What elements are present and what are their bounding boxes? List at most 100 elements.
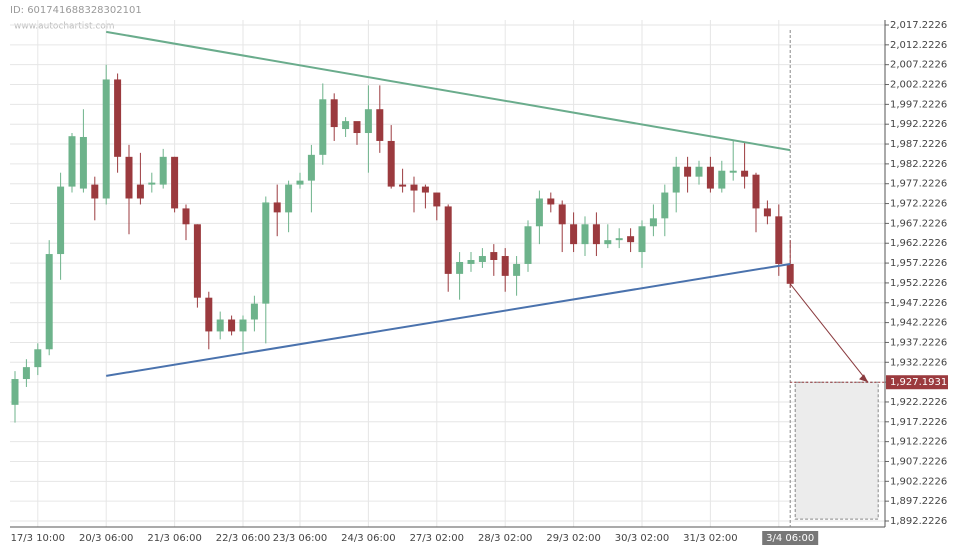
arrow-head (859, 374, 868, 383)
y-tick-label: 1,952.2226 (890, 278, 947, 289)
y-tick-label: 1,907.2226 (890, 456, 947, 467)
candle-body (239, 319, 247, 332)
y-tick-label: 1,892.2226 (890, 516, 947, 527)
candle-body (775, 216, 783, 264)
y-tick-label: 1,932.2226 (890, 357, 947, 368)
candle-body (216, 319, 224, 332)
y-tick-label: 1,917.2226 (890, 417, 947, 428)
candle-body (376, 109, 384, 141)
y-tick-label: 1,902.2226 (890, 476, 947, 487)
candle-body (319, 99, 327, 155)
forecast-box (794, 381, 879, 520)
candle-body (604, 240, 612, 245)
candle-body (136, 184, 144, 199)
candle-body (592, 224, 600, 245)
candle-body (558, 204, 566, 225)
y-tick-label: 2,007.2226 (890, 60, 947, 71)
id-text: ID: 601741688328302101 (10, 5, 142, 16)
y-tick-label: 1,937.2226 (890, 337, 947, 348)
candle-body (684, 166, 692, 177)
candle-body (307, 154, 315, 181)
candle-body (433, 192, 441, 207)
candle-body (102, 79, 110, 199)
candle-body (581, 224, 589, 245)
candle-body (547, 198, 555, 205)
y-tick-label: 1,992.2226 (890, 119, 947, 130)
y-tick-label: 2,017.2226 (890, 20, 947, 31)
y-tick-label: 1,912.2226 (890, 437, 947, 448)
y-tick-label: 1,977.2226 (890, 179, 947, 190)
candle-body (763, 208, 771, 217)
candle-body (661, 192, 669, 219)
x-tick-label: 29/3 02:00 (546, 533, 600, 544)
candle-body (193, 224, 201, 298)
time-label-box (762, 531, 819, 545)
candle-body (638, 226, 646, 253)
resistance-line (106, 30, 791, 152)
candle-body (148, 182, 156, 185)
candle-body (615, 238, 623, 241)
candle-body (524, 226, 532, 264)
x-tick-label: 22/3 06:00 (216, 533, 270, 544)
candle-body (627, 236, 635, 243)
candle-body (513, 263, 521, 276)
candle-body (205, 297, 213, 332)
candle-body (786, 263, 794, 284)
x-tick-label: 24/3 06:00 (341, 533, 395, 544)
candle-body (57, 186, 65, 255)
candle-body (410, 184, 418, 191)
candle-body (262, 202, 270, 304)
y-tick-label: 2,012.2226 (890, 40, 947, 51)
candle-body (706, 166, 714, 189)
candle-body (695, 166, 703, 177)
y-tick-label: 1,947.2226 (890, 298, 947, 309)
price-label-box (886, 375, 948, 390)
candle-body (228, 319, 236, 332)
y-tick-label: 1,997.2226 (890, 99, 947, 110)
x-tick-label: 23/3 06:00 (273, 533, 327, 544)
y-tick-label: 1,962.2226 (890, 238, 947, 249)
x-tick-label: 27/3 02:00 (410, 533, 464, 544)
x-tick-label: 28/3 02:00 (478, 533, 532, 544)
candle-body (159, 156, 167, 185)
candle-body (45, 254, 53, 350)
candle-body (570, 224, 578, 245)
candle-body (34, 349, 42, 368)
candle-body (456, 261, 464, 274)
candle-body (387, 140, 395, 187)
y-tick-label: 1,982.2226 (890, 159, 947, 170)
candle-body (11, 379, 19, 405)
watermark: www.autochartist.com (14, 22, 115, 32)
support-line (106, 262, 791, 377)
x-tick-label: 21/3 06:00 (147, 533, 201, 544)
candle-body (68, 136, 76, 187)
candle-body (729, 170, 737, 173)
candle-body (296, 180, 304, 185)
x-tick-label: 20/3 06:00 (79, 533, 133, 544)
candle-body (672, 166, 680, 193)
candle-body (353, 121, 361, 134)
forecast-arrow (789, 283, 869, 383)
candle-body (22, 367, 30, 380)
candle-body (114, 79, 122, 157)
candle-body (718, 170, 726, 189)
candle-body (91, 184, 99, 199)
x-tick-label: 17/3 10:00 (11, 533, 65, 544)
candle-body (649, 218, 657, 227)
y-tick-label: 1,957.2226 (890, 258, 947, 269)
y-tick-label: 1,942.2226 (890, 318, 947, 329)
time-label: 3/4 06:00 (766, 533, 814, 544)
y-tick-label: 1,967.2226 (890, 218, 947, 229)
candle-body (125, 156, 133, 199)
candle-body (467, 259, 475, 264)
candle-body (342, 121, 350, 130)
y-tick-label: 1,972.2226 (890, 199, 947, 210)
x-tick-label: 30/3 02:00 (615, 533, 669, 544)
candle-body (182, 208, 190, 225)
price-label: 1,927.1931 (890, 377, 947, 388)
candle-body (478, 256, 486, 262)
candle-body (752, 174, 760, 209)
candle-body (501, 256, 509, 276)
candle-body (444, 206, 452, 274)
